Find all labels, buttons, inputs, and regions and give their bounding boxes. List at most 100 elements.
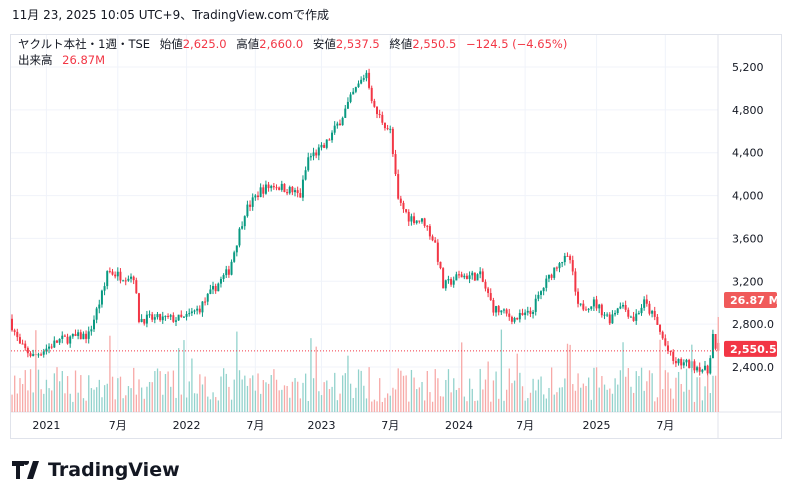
chart-canvas[interactable]: 5,200 4,800 4,400 4,000 3,600 3,200 2,800.0 2,4… (0, 0, 793, 445)
volume-bar (635, 371, 637, 412)
candle-body (407, 211, 410, 222)
volume-bar (72, 401, 74, 412)
volume-bar (445, 379, 447, 412)
volume-bar (77, 392, 79, 412)
candle-body (592, 299, 595, 307)
candle-body (428, 226, 431, 237)
candle-body (487, 288, 490, 294)
candle-body (174, 320, 177, 322)
candle-body (709, 358, 712, 374)
volume-bar (249, 378, 251, 412)
high-value: 2,660.0 (259, 37, 304, 51)
volume-bar (418, 387, 421, 412)
volume-bar (558, 387, 561, 412)
volume-bar (588, 377, 590, 412)
volume-bar (11, 394, 13, 412)
candle-body (666, 345, 669, 351)
volume-bar (241, 379, 243, 412)
volume-bar (434, 369, 436, 412)
volume-bar (572, 384, 574, 412)
volume-bar (442, 396, 444, 412)
chart-frame[interactable] (10, 34, 782, 439)
candle-body (320, 144, 323, 148)
volume-bar (606, 389, 608, 412)
candle-body (193, 310, 196, 312)
tradingview-logo[interactable]: TradingView (12, 459, 180, 481)
volume-bar (40, 389, 42, 412)
x-tick-label: 2023 (307, 419, 335, 432)
candle-body (460, 274, 463, 278)
candle-body (590, 306, 593, 309)
candle-body (206, 293, 209, 302)
candle-body (256, 195, 259, 198)
volume-bar (476, 400, 479, 412)
candle-body (566, 255, 569, 257)
volume-bar (336, 400, 339, 412)
y-tick-label: 2,400.0 (732, 361, 774, 374)
volume-bar (495, 371, 497, 412)
tradingview-logo-icon (12, 461, 39, 479)
candle-body (124, 280, 127, 282)
volume-bar (310, 338, 312, 412)
volume-bar (236, 331, 238, 412)
volume-bar (257, 373, 259, 412)
candle-body (394, 154, 397, 175)
candle-body (275, 187, 278, 189)
candle-body (389, 128, 392, 130)
volume-bar (103, 385, 106, 412)
candle-body (222, 275, 225, 279)
volume-bar (397, 368, 399, 412)
volume-bar (244, 375, 246, 412)
volume-bar (159, 371, 161, 412)
volume-bar (701, 400, 704, 412)
candle-body (13, 330, 16, 332)
volume-bar (447, 369, 450, 412)
candle-body (381, 114, 384, 123)
volume-bar (59, 381, 61, 412)
candle-body (413, 216, 416, 224)
volume-bar (334, 372, 336, 412)
volume-bar (582, 383, 585, 412)
candle-body (532, 311, 535, 314)
candle-body (230, 261, 233, 275)
volume-bar (537, 379, 540, 412)
candle-body (508, 313, 511, 317)
volume-bar (503, 400, 505, 412)
candle-body (659, 324, 662, 332)
volume-bar (265, 382, 267, 412)
volume-bar (109, 335, 111, 412)
candle-body (561, 262, 564, 264)
volume-bar (82, 398, 85, 412)
candle-body (32, 354, 35, 357)
volume-bar (593, 367, 595, 412)
candle-body (420, 218, 423, 222)
volume-bar (487, 361, 489, 412)
candle-body (63, 335, 66, 337)
candle-body (352, 91, 355, 95)
volume-bar (291, 381, 294, 412)
volume-bar (289, 397, 291, 412)
candle-body (317, 147, 320, 156)
volume-bar (122, 398, 124, 412)
candle-body (651, 310, 654, 314)
candle-body (167, 315, 170, 317)
volume-bar (318, 391, 320, 412)
candle-body (219, 278, 222, 284)
candle-body (391, 128, 394, 155)
candle-body (537, 294, 540, 299)
candle-body (122, 280, 125, 282)
candle-body (42, 351, 45, 355)
volume-bar (556, 392, 558, 412)
y-tick-label: 4,400 (732, 147, 764, 160)
candle-body (439, 261, 442, 269)
candle-body (653, 310, 656, 317)
candle-body (360, 79, 363, 84)
volume-bar (561, 387, 563, 412)
candle-body (61, 335, 64, 339)
candle-body (172, 315, 175, 322)
candle-body (92, 319, 95, 330)
candle-body (465, 275, 468, 279)
candle-body (386, 128, 389, 130)
candle-body (241, 226, 244, 229)
candle-body (48, 346, 51, 349)
